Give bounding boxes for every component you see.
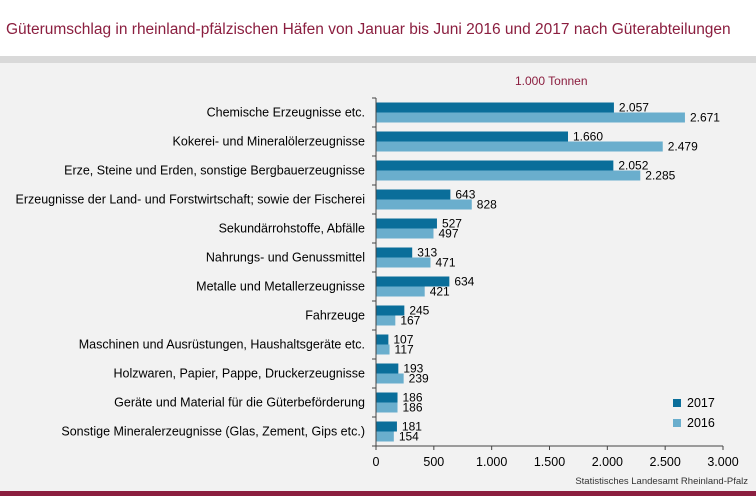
data-label-2016: 471 <box>435 256 455 270</box>
legend-label-2016: 2016 <box>687 416 715 430</box>
category-label: Kokerei- und Mineralölerzeugnisse <box>173 135 366 149</box>
bar-2016 <box>376 112 685 123</box>
bar-2017 <box>376 305 405 316</box>
data-label-2017: 181 <box>402 420 422 434</box>
data-label-2017: 107 <box>393 333 413 347</box>
x-tick-label: 3.000 <box>707 455 738 469</box>
bottom-accent-bar <box>0 491 756 496</box>
data-label-2016: 2.479 <box>668 140 698 154</box>
category-label: Erzeugnisse der Land- und Forstwirtschaf… <box>16 193 365 207</box>
x-tick-label: 2.500 <box>650 455 681 469</box>
data-label-2017: 2.057 <box>619 101 649 115</box>
category-label: Geräte und Material für die Güterbeförde… <box>114 396 365 410</box>
category-label: Metalle und Metallerzeugnisse <box>196 280 365 294</box>
chart-header: Güterumschlag in rheinland-pfälzischen H… <box>0 0 756 63</box>
bar-2016 <box>376 431 394 442</box>
bar-2017 <box>376 334 389 345</box>
bar-2017 <box>376 421 397 432</box>
category-label: Holzwaren, Papier, Pappe, Druckerzeugnis… <box>113 367 365 381</box>
legend-label-2017: 2017 <box>687 396 715 410</box>
chart-title: Güterumschlag in rheinland-pfälzischen H… <box>6 21 731 38</box>
legend-swatch-2017 <box>673 399 681 407</box>
category-label: Sekundärrohstoffe, Abfälle <box>219 222 365 236</box>
x-tick-label: 0 <box>373 455 380 469</box>
data-label-2017: 1.660 <box>573 130 603 144</box>
bar-2017 <box>376 363 399 374</box>
bar-2016 <box>376 228 434 239</box>
data-label-2016: 2.671 <box>690 111 720 125</box>
bar-2016 <box>376 257 431 268</box>
category-label: Erze, Steine und Erden, sonstige Bergbau… <box>64 164 365 178</box>
x-tick-label: 2.000 <box>592 455 623 469</box>
legend-item-2017: 2017 <box>673 393 715 413</box>
data-label-2017: 634 <box>454 275 474 289</box>
bar-2016 <box>376 344 390 355</box>
bar-2016 <box>376 141 663 152</box>
bar-2017 <box>376 247 413 258</box>
data-label-2017: 186 <box>403 391 423 405</box>
data-label-2016: 167 <box>400 314 420 328</box>
x-tick-label: 500 <box>423 455 444 469</box>
data-label-2017: 245 <box>409 304 429 318</box>
category-label: Nahrungs- und Genussmittel <box>206 251 365 265</box>
bar-2017 <box>376 131 569 142</box>
bar-2016 <box>376 170 641 181</box>
bar-2017 <box>376 218 437 229</box>
bar-2017 <box>376 189 451 200</box>
data-label-2017: 313 <box>417 246 437 260</box>
bar-2017 <box>376 392 398 403</box>
legend: 2017 2016 <box>673 393 715 433</box>
category-label: Maschinen und Ausrüstungen, Haushaltsger… <box>79 338 365 352</box>
data-label-2016: 154 <box>399 430 419 444</box>
bar-2017 <box>376 160 614 171</box>
bar-2016 <box>376 199 472 210</box>
data-label-2017: 2.052 <box>618 159 648 173</box>
data-label-2016: 239 <box>409 372 429 386</box>
bar-2017 <box>376 276 450 287</box>
data-label-2016: 497 <box>438 227 458 241</box>
data-label-2016: 186 <box>403 401 423 415</box>
x-tick-label: 1.000 <box>476 455 507 469</box>
data-label-2016: 117 <box>395 343 414 357</box>
legend-item-2016: 2016 <box>673 413 715 433</box>
bar-2016 <box>376 373 404 384</box>
data-label-2016: 421 <box>430 285 450 299</box>
legend-swatch-2016 <box>673 419 681 427</box>
category-label: Chemische Erzeugnisse etc. <box>207 106 365 120</box>
bar-2016 <box>376 402 398 413</box>
bar-2017 <box>376 102 614 113</box>
data-label-2016: 828 <box>477 198 497 212</box>
bar-2016 <box>376 315 396 326</box>
data-label-2017: 193 <box>403 362 423 376</box>
data-label-2016: 2.285 <box>645 169 675 183</box>
data-label-2017: 527 <box>442 217 462 231</box>
x-tick-label: 1.500 <box>534 455 565 469</box>
category-label: Sonstige Mineralerzeugnisse (Glas, Zemen… <box>61 425 365 439</box>
data-label-2017: 643 <box>455 188 475 202</box>
bar-2016 <box>376 286 425 297</box>
category-label: Fahrzeuge <box>305 309 365 323</box>
header-divider <box>0 56 756 63</box>
source-note: Statistisches Landesamt Rheinland-Pfalz <box>575 476 748 487</box>
unit-label: 1.000 Tonnen <box>515 74 588 88</box>
